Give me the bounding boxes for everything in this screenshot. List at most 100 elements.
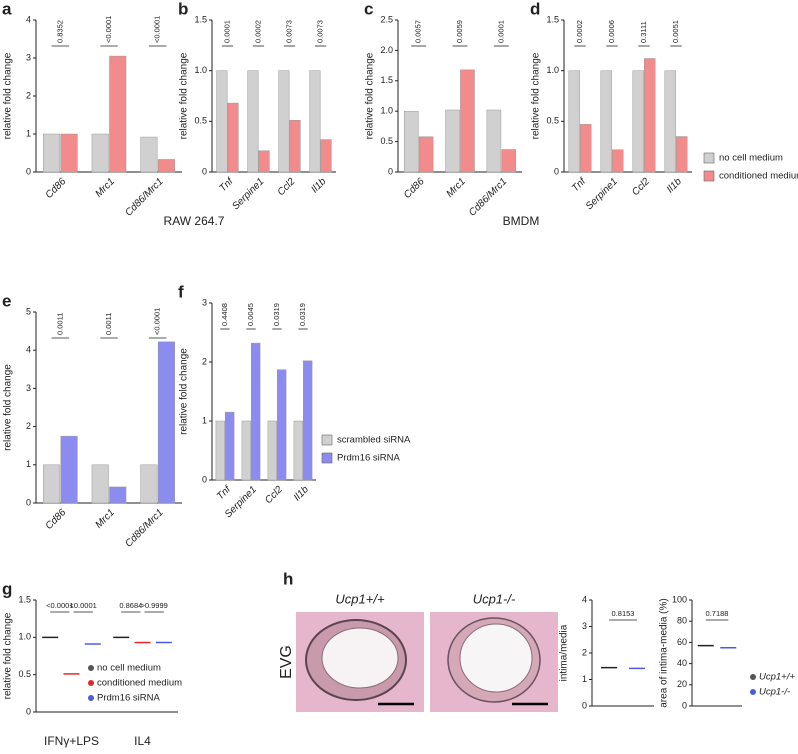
- x-tick-label: Cd86: [44, 507, 69, 532]
- y-tick-label: 1.0: [194, 65, 207, 75]
- y-tick-label: 2: [202, 356, 207, 366]
- x-tick-label: Tnf: [570, 175, 589, 194]
- y-tick-label: 0: [202, 474, 207, 484]
- bar: [486, 109, 502, 173]
- p-value: 0.8352: [55, 20, 64, 43]
- bar: [418, 136, 434, 173]
- y-axis-label: relative fold change: [365, 52, 376, 139]
- bar: [293, 420, 303, 481]
- bar: [278, 70, 290, 173]
- p-value: 0.7188: [706, 609, 729, 618]
- panel-letter: a: [2, 0, 12, 18]
- legend-swatch: [321, 434, 333, 446]
- bar: [267, 420, 277, 481]
- x-tick-label: Serpine1: [584, 176, 620, 212]
- x-tick-label: Serpine1: [230, 176, 266, 212]
- y-tick-label: 1: [202, 415, 207, 425]
- y-axis-label: relative fold change: [531, 52, 542, 139]
- bar: [91, 133, 109, 173]
- micrograph: [296, 612, 424, 712]
- x-tick-label: Cd86/Mrc1: [123, 176, 165, 218]
- y-tick-label: 1: [26, 459, 31, 469]
- p-value: <0.0001: [69, 601, 96, 610]
- x-tick-label: Cd86/Mrc1: [467, 176, 509, 218]
- bar: [251, 342, 261, 481]
- bar: [43, 133, 61, 173]
- y-axis-label: relative fold change: [3, 612, 14, 699]
- p-value: 0.0051: [671, 20, 680, 43]
- p-value: 0.0073: [284, 20, 293, 43]
- bar: [568, 70, 580, 173]
- bar: [580, 124, 592, 173]
- y-tick-label: 1: [582, 674, 587, 684]
- y-tick-label: 0.5: [18, 669, 31, 679]
- bar: [309, 70, 321, 173]
- group-label: BMDM: [503, 214, 540, 228]
- legend-swatch: [703, 170, 715, 182]
- bar: [320, 139, 332, 173]
- image-title: Ucp1-/-: [473, 591, 516, 606]
- y-tick-label: 5: [26, 306, 31, 316]
- y-tick-label: 1.0: [380, 106, 393, 116]
- p-value: 0.0001: [496, 20, 505, 43]
- bar: [60, 133, 78, 173]
- y-tick-label: 1.5: [380, 75, 393, 85]
- x-tick-label: Ccl2: [630, 176, 652, 198]
- bar: [289, 120, 301, 173]
- y-axis-label: relative fold change: [179, 52, 190, 139]
- bar: [215, 420, 225, 481]
- p-value: 0.0002: [575, 20, 584, 43]
- y-axis-label: relative fold change: [179, 348, 190, 435]
- legend-swatch: [88, 665, 94, 671]
- p-value: <0.0001: [153, 16, 162, 43]
- image-title: Ucp1+/+: [335, 591, 385, 606]
- y-axis-label: relative fold change: [3, 52, 14, 139]
- bar: [258, 150, 270, 173]
- bar: [43, 464, 61, 504]
- y-tick-label: 0.5: [380, 136, 393, 146]
- p-value: 0.4408: [220, 303, 229, 326]
- legend-swatch: [88, 680, 94, 686]
- y-tick-label: 1.5: [194, 14, 207, 24]
- p-value: 0.0006: [607, 20, 616, 43]
- bar: [225, 411, 235, 481]
- y-tick-label: 4: [582, 594, 587, 604]
- bar: [216, 70, 228, 173]
- p-value: 0.0011: [104, 313, 113, 335]
- panel-letter: h: [283, 569, 293, 588]
- p-value: 0.3111: [639, 21, 648, 43]
- p-value: >0.9999: [140, 601, 167, 610]
- y-tick-label: 2: [582, 647, 587, 657]
- p-value: 0.0319: [272, 303, 281, 326]
- bar: [91, 464, 109, 504]
- p-value: 0.0045: [246, 303, 255, 326]
- y-tick-label: 0: [582, 700, 587, 710]
- legend-label: conditioned medium: [719, 171, 798, 182]
- bar: [109, 55, 127, 173]
- panel-letter: c: [364, 0, 373, 18]
- x-tick-label: Ccl2: [263, 484, 285, 506]
- p-value: 0.0001: [222, 20, 231, 43]
- bar: [227, 102, 239, 173]
- bar: [140, 464, 158, 504]
- bar: [241, 420, 251, 481]
- legend-label: no cell medium: [97, 663, 161, 674]
- p-value: 0.8153: [612, 609, 635, 618]
- legend-label: Ucp1-/-: [759, 687, 790, 698]
- y-axis-label: area of intima-media (%): [659, 598, 670, 707]
- y-tick-label: 4: [26, 345, 31, 355]
- legend-label: Prdm16 siRNA: [97, 693, 160, 704]
- panel-letter: d: [530, 0, 540, 18]
- x-tick-label: Mrc1: [93, 507, 117, 531]
- y-tick-label: 3: [202, 297, 207, 307]
- p-value: 0.0011: [55, 313, 64, 335]
- y-tick-label: 0: [682, 700, 687, 710]
- bar: [460, 69, 475, 173]
- x-tick-label: Tnf: [217, 175, 236, 194]
- panel-letter: b: [178, 0, 188, 18]
- x-tick-label: Cd86: [44, 176, 69, 201]
- panel-letter: e: [2, 291, 11, 310]
- micrograph: [430, 612, 558, 712]
- x-tick-label: Il1b: [309, 176, 328, 195]
